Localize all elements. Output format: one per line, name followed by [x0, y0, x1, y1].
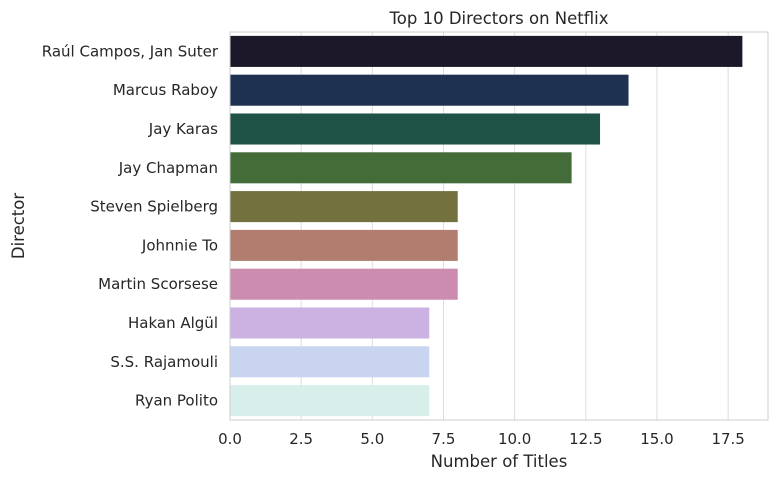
x-tick-label: 12.5 — [569, 430, 602, 448]
y-tick-label: Johnnie To — [141, 236, 218, 254]
y-tick-label: Raúl Campos, Jan Suter — [42, 42, 219, 60]
y-tick-label: Hakan Algül — [128, 314, 218, 332]
bar — [230, 229, 458, 261]
plot-frame — [229, 31, 769, 421]
y-tick-label: Ryan Polito — [135, 392, 218, 410]
x-tick-labels: 0.0 2.5 5.0 7.5 10.0 12.5 15.0 17.5 — [218, 430, 745, 448]
y-axis-title: Director — [9, 193, 28, 259]
x-tick-label: 15.0 — [640, 430, 673, 448]
bar — [230, 152, 572, 184]
y-tick-label: Steven Spielberg — [90, 198, 218, 216]
bar — [230, 35, 743, 67]
y-tick-label: Marcus Raboy — [113, 81, 218, 99]
x-tick-label: 0.0 — [218, 430, 242, 448]
x-axis-title: Number of Titles — [431, 452, 568, 471]
y-tick-label: S.S. Rajamouli — [110, 353, 218, 371]
y-tick-label: Martin Scorsese — [98, 275, 218, 293]
x-tick-label: 5.0 — [360, 430, 384, 448]
x-tick-label: 10.0 — [498, 430, 531, 448]
bar — [230, 346, 430, 378]
chart-title: Top 10 Directors on Netflix — [389, 9, 609, 28]
y-tick-labels: Raúl Campos, Jan Suter Marcus Raboy Jay Ka… — [42, 42, 219, 409]
bar — [230, 74, 629, 106]
x-tick-label: 17.5 — [711, 430, 744, 448]
bars — [230, 35, 743, 417]
bar — [230, 307, 430, 339]
bar — [230, 268, 458, 300]
bar — [230, 113, 601, 145]
y-tick-label: Jay Karas — [148, 120, 218, 138]
x-tick-label: 7.5 — [432, 430, 456, 448]
x-tick-label: 2.5 — [289, 430, 313, 448]
bar — [230, 385, 430, 417]
bar — [230, 191, 458, 223]
y-tick-label: Jay Chapman — [118, 159, 218, 177]
